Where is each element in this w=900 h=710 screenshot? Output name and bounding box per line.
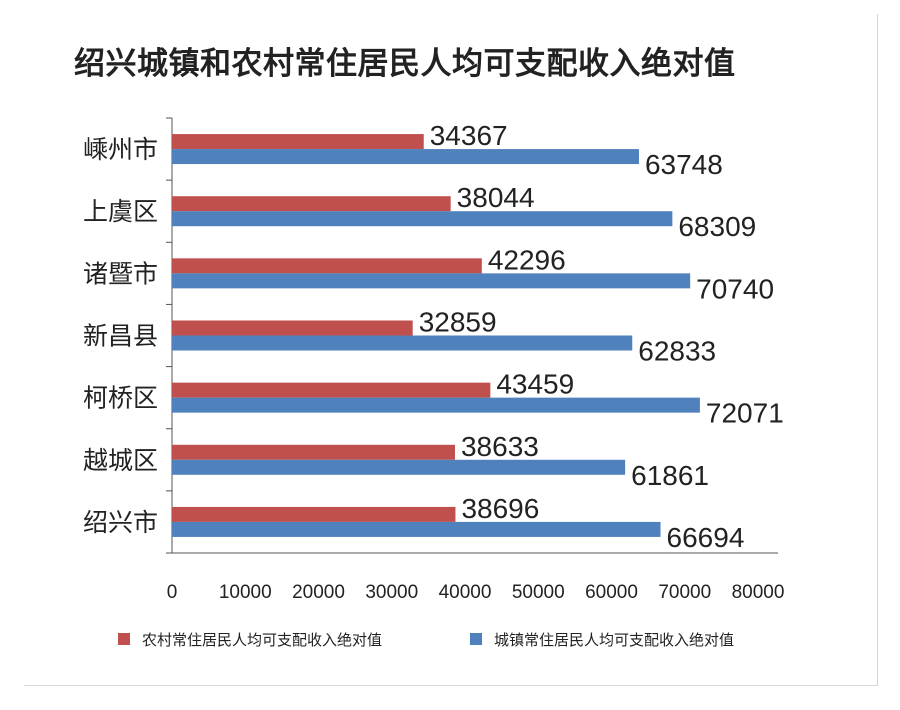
data-label: 70740 xyxy=(696,273,774,304)
bar-rural xyxy=(172,382,491,398)
category-label: 诸暨市 xyxy=(83,259,158,288)
category-label: 柯桥区 xyxy=(83,384,158,413)
x-tick-label: 30000 xyxy=(365,582,418,603)
category-label: 越城区 xyxy=(83,446,158,475)
bar-urban xyxy=(172,335,633,351)
x-tick-label: 70000 xyxy=(658,582,711,603)
bar-rural xyxy=(172,444,455,460)
data-label: 72071 xyxy=(706,398,784,429)
x-tick-label: 50000 xyxy=(512,582,565,603)
category-label: 嵊州市 xyxy=(83,135,158,164)
x-tick-label: 20000 xyxy=(292,582,345,603)
category-label: 新昌县 xyxy=(83,322,158,351)
x-tick-label: 80000 xyxy=(732,582,785,603)
bar-urban xyxy=(172,459,626,475)
bar-rural xyxy=(172,506,456,522)
bar-rural xyxy=(172,134,424,150)
legend-swatch xyxy=(470,633,482,645)
data-label: 38696 xyxy=(461,493,539,524)
data-label: 38633 xyxy=(461,431,539,462)
data-label: 68309 xyxy=(678,211,756,242)
chart-frame xyxy=(24,14,878,686)
legend-label: 农村常住居民人均可支配收入绝对值 xyxy=(142,631,382,649)
category-label: 绍兴市 xyxy=(83,508,158,537)
data-label: 32859 xyxy=(419,307,497,338)
x-tick-label: 40000 xyxy=(439,582,492,603)
data-label: 62833 xyxy=(638,336,716,367)
category-label: 上虞区 xyxy=(83,197,158,226)
bar-rural xyxy=(172,320,413,336)
x-tick-label: 10000 xyxy=(219,582,272,603)
data-label: 38044 xyxy=(457,182,535,213)
data-label: 66694 xyxy=(667,522,745,553)
data-label: 63748 xyxy=(645,149,723,180)
bar-rural xyxy=(172,258,482,274)
bar-urban xyxy=(172,273,691,289)
bar-urban xyxy=(172,521,661,537)
data-label: 61861 xyxy=(631,460,709,491)
chart-title: 绍兴城镇和农村常住居民人均可支配收入绝对值 xyxy=(74,46,736,82)
legend-label: 城镇常住居民人均可支配收入绝对值 xyxy=(494,631,734,649)
legend-swatch xyxy=(118,633,130,645)
data-label: 43459 xyxy=(496,369,574,400)
bar-urban xyxy=(172,211,673,227)
data-label: 42296 xyxy=(488,244,566,275)
bar-rural xyxy=(172,196,451,212)
x-tick-label: 0 xyxy=(167,582,178,603)
data-label: 34367 xyxy=(430,120,508,151)
bar-urban xyxy=(172,397,700,413)
x-tick-label: 60000 xyxy=(585,582,638,603)
bar-urban xyxy=(172,149,639,165)
